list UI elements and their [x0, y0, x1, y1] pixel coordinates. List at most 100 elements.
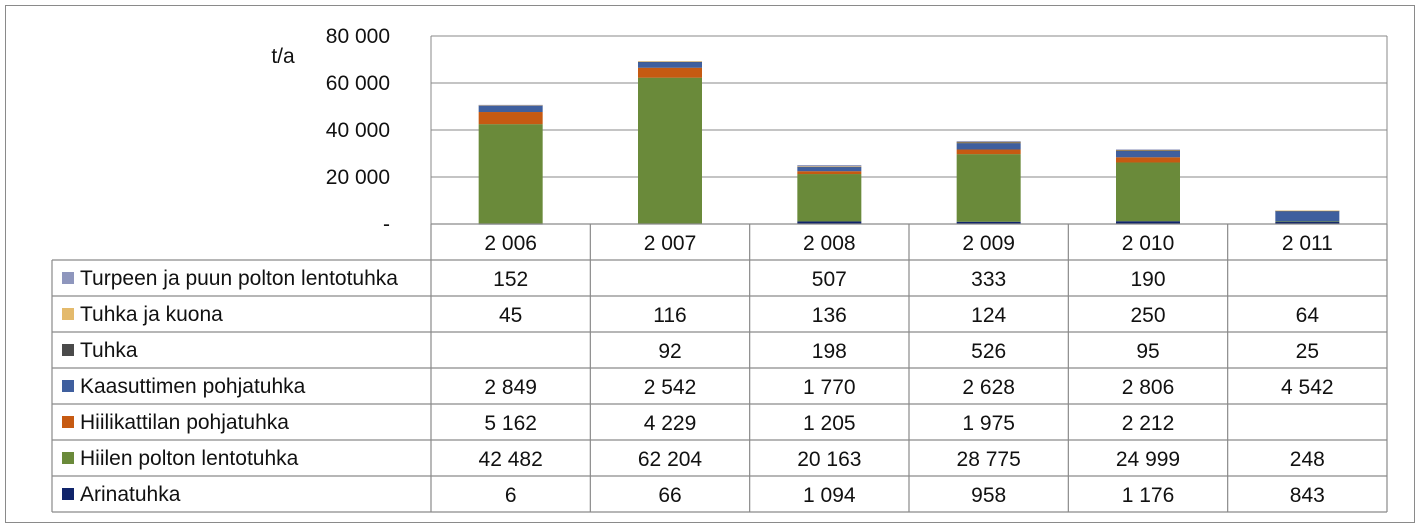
bar-segment: [478, 105, 543, 113]
bar-segment: [1116, 150, 1180, 158]
data-label: 6: [505, 484, 517, 507]
bar-segment: [1275, 210, 1340, 212]
data-label: 843: [1290, 484, 1325, 507]
bar-segment: [1116, 162, 1180, 222]
bar-segment: [1275, 222, 1340, 224]
data-label: 2 628: [962, 376, 1015, 399]
bar-segment: [638, 77, 702, 224]
bar-segment: [797, 165, 862, 167]
bar-segment: [1116, 157, 1180, 163]
data-label: 136: [812, 304, 847, 327]
legend-label: Arinatuhka: [80, 483, 181, 506]
data-label: 45: [499, 304, 522, 327]
category-label: 2 009: [962, 232, 1015, 255]
bar-segment: [638, 61, 702, 62]
bar-segment: [956, 221, 1021, 224]
data-label: 4 229: [644, 412, 697, 435]
data-label: 507: [812, 268, 847, 291]
data-label: 64: [1296, 304, 1320, 327]
bar-segment: [638, 61, 702, 68]
data-table: 2 006 2 007 2 008 2 009 2 010 2 011 Turpeen ja…: [51, 223, 1388, 513]
category-label: 2 010: [1122, 232, 1175, 255]
data-label: 2 542: [644, 376, 697, 399]
data-label: 42 482: [479, 448, 543, 471]
data-label: 24 999: [1116, 448, 1180, 471]
bar-segment: [956, 141, 1021, 142]
data-label: 1 176: [1122, 484, 1175, 507]
data-label: 526: [971, 340, 1006, 363]
bar-segment: [478, 104, 543, 106]
category-label: 2 007: [644, 232, 697, 255]
chart-frame: [5, 5, 1415, 523]
bar-segment: [1275, 210, 1340, 222]
bar-segment: [956, 149, 1021, 155]
y-axis-label: t/a: [271, 45, 295, 68]
data-label: 1 205: [803, 412, 856, 435]
data-label: 198: [812, 340, 847, 363]
data-label: 116: [653, 304, 686, 327]
bars: [478, 61, 1340, 225]
data-label: 333: [971, 268, 1006, 291]
legend-swatch: [62, 308, 74, 320]
y-tick-label: 80 000: [326, 25, 390, 48]
data-label: 4 542: [1281, 376, 1334, 399]
legend-swatch: [62, 272, 74, 284]
legend-label: Kaasuttimen pohjatuhka: [80, 375, 306, 398]
legend-label: Hiilikattilan pohjatuhka: [80, 411, 289, 434]
y-tick-label: 20 000: [326, 166, 390, 189]
bar-segment: [1116, 149, 1180, 151]
y-tick-label: 40 000: [326, 119, 390, 142]
bar-segment: [1116, 150, 1180, 152]
bar-segment: [956, 141, 1021, 143]
legend-label: Tuhka ja kuona: [80, 303, 223, 326]
data-label: 1 094: [803, 484, 856, 507]
data-label: 2 212: [1122, 412, 1175, 435]
bar-segment: [1275, 221, 1340, 223]
bar-segment: [1116, 221, 1180, 224]
bar-segment: [478, 105, 543, 106]
legend-label: Hiilen polton lentotuhka: [80, 447, 299, 470]
data-label: 66: [658, 484, 681, 507]
data-label: 2 849: [484, 376, 537, 399]
data-label: 28 775: [957, 448, 1021, 471]
bar-segment: [797, 166, 862, 168]
legend-label: Turpeen ja puun polton lentotuhka: [80, 267, 398, 290]
data-label: 248: [1290, 448, 1325, 471]
bar-segment: [797, 221, 862, 224]
data-label: 958: [971, 484, 1006, 507]
data-label: 2 806: [1122, 376, 1175, 399]
bar-segment: [478, 124, 543, 224]
category-label: 2 008: [803, 232, 856, 255]
bar-segment: [956, 143, 1021, 150]
category-label: 2 006: [484, 232, 537, 255]
legend-swatch: [62, 452, 74, 464]
legend-swatch: [62, 416, 74, 428]
data-label: 92: [658, 340, 681, 363]
data-label: 152: [493, 268, 528, 291]
data-label: 5 162: [484, 412, 537, 435]
data-label: 25: [1296, 340, 1319, 363]
category-label: 2 011: [1282, 232, 1333, 255]
legend-swatch: [62, 344, 74, 356]
bar-segment: [797, 171, 862, 175]
bar-segment: [478, 112, 543, 125]
data-label: 20 163: [797, 448, 861, 471]
data-label: 95: [1136, 340, 1159, 363]
y-tick-label: -: [383, 213, 390, 236]
axes: - 20 000 40 000 60 000 80 000: [326, 25, 1388, 236]
legend-swatch: [62, 380, 74, 392]
data-label: 1 975: [962, 412, 1015, 435]
gridlines: [431, 35, 1387, 178]
bar-segment: [638, 67, 702, 78]
y-tick-label: 60 000: [326, 72, 390, 95]
bar-segment: [797, 166, 862, 167]
legend-swatch: [62, 488, 74, 500]
bar-segment: [797, 174, 862, 222]
data-label: 190: [1130, 268, 1165, 291]
data-label: 1 770: [803, 376, 856, 399]
bar-segment: [1116, 149, 1180, 151]
bar-segment: [956, 154, 1021, 222]
bar-segment: [956, 142, 1021, 144]
data-label: 250: [1130, 304, 1165, 327]
